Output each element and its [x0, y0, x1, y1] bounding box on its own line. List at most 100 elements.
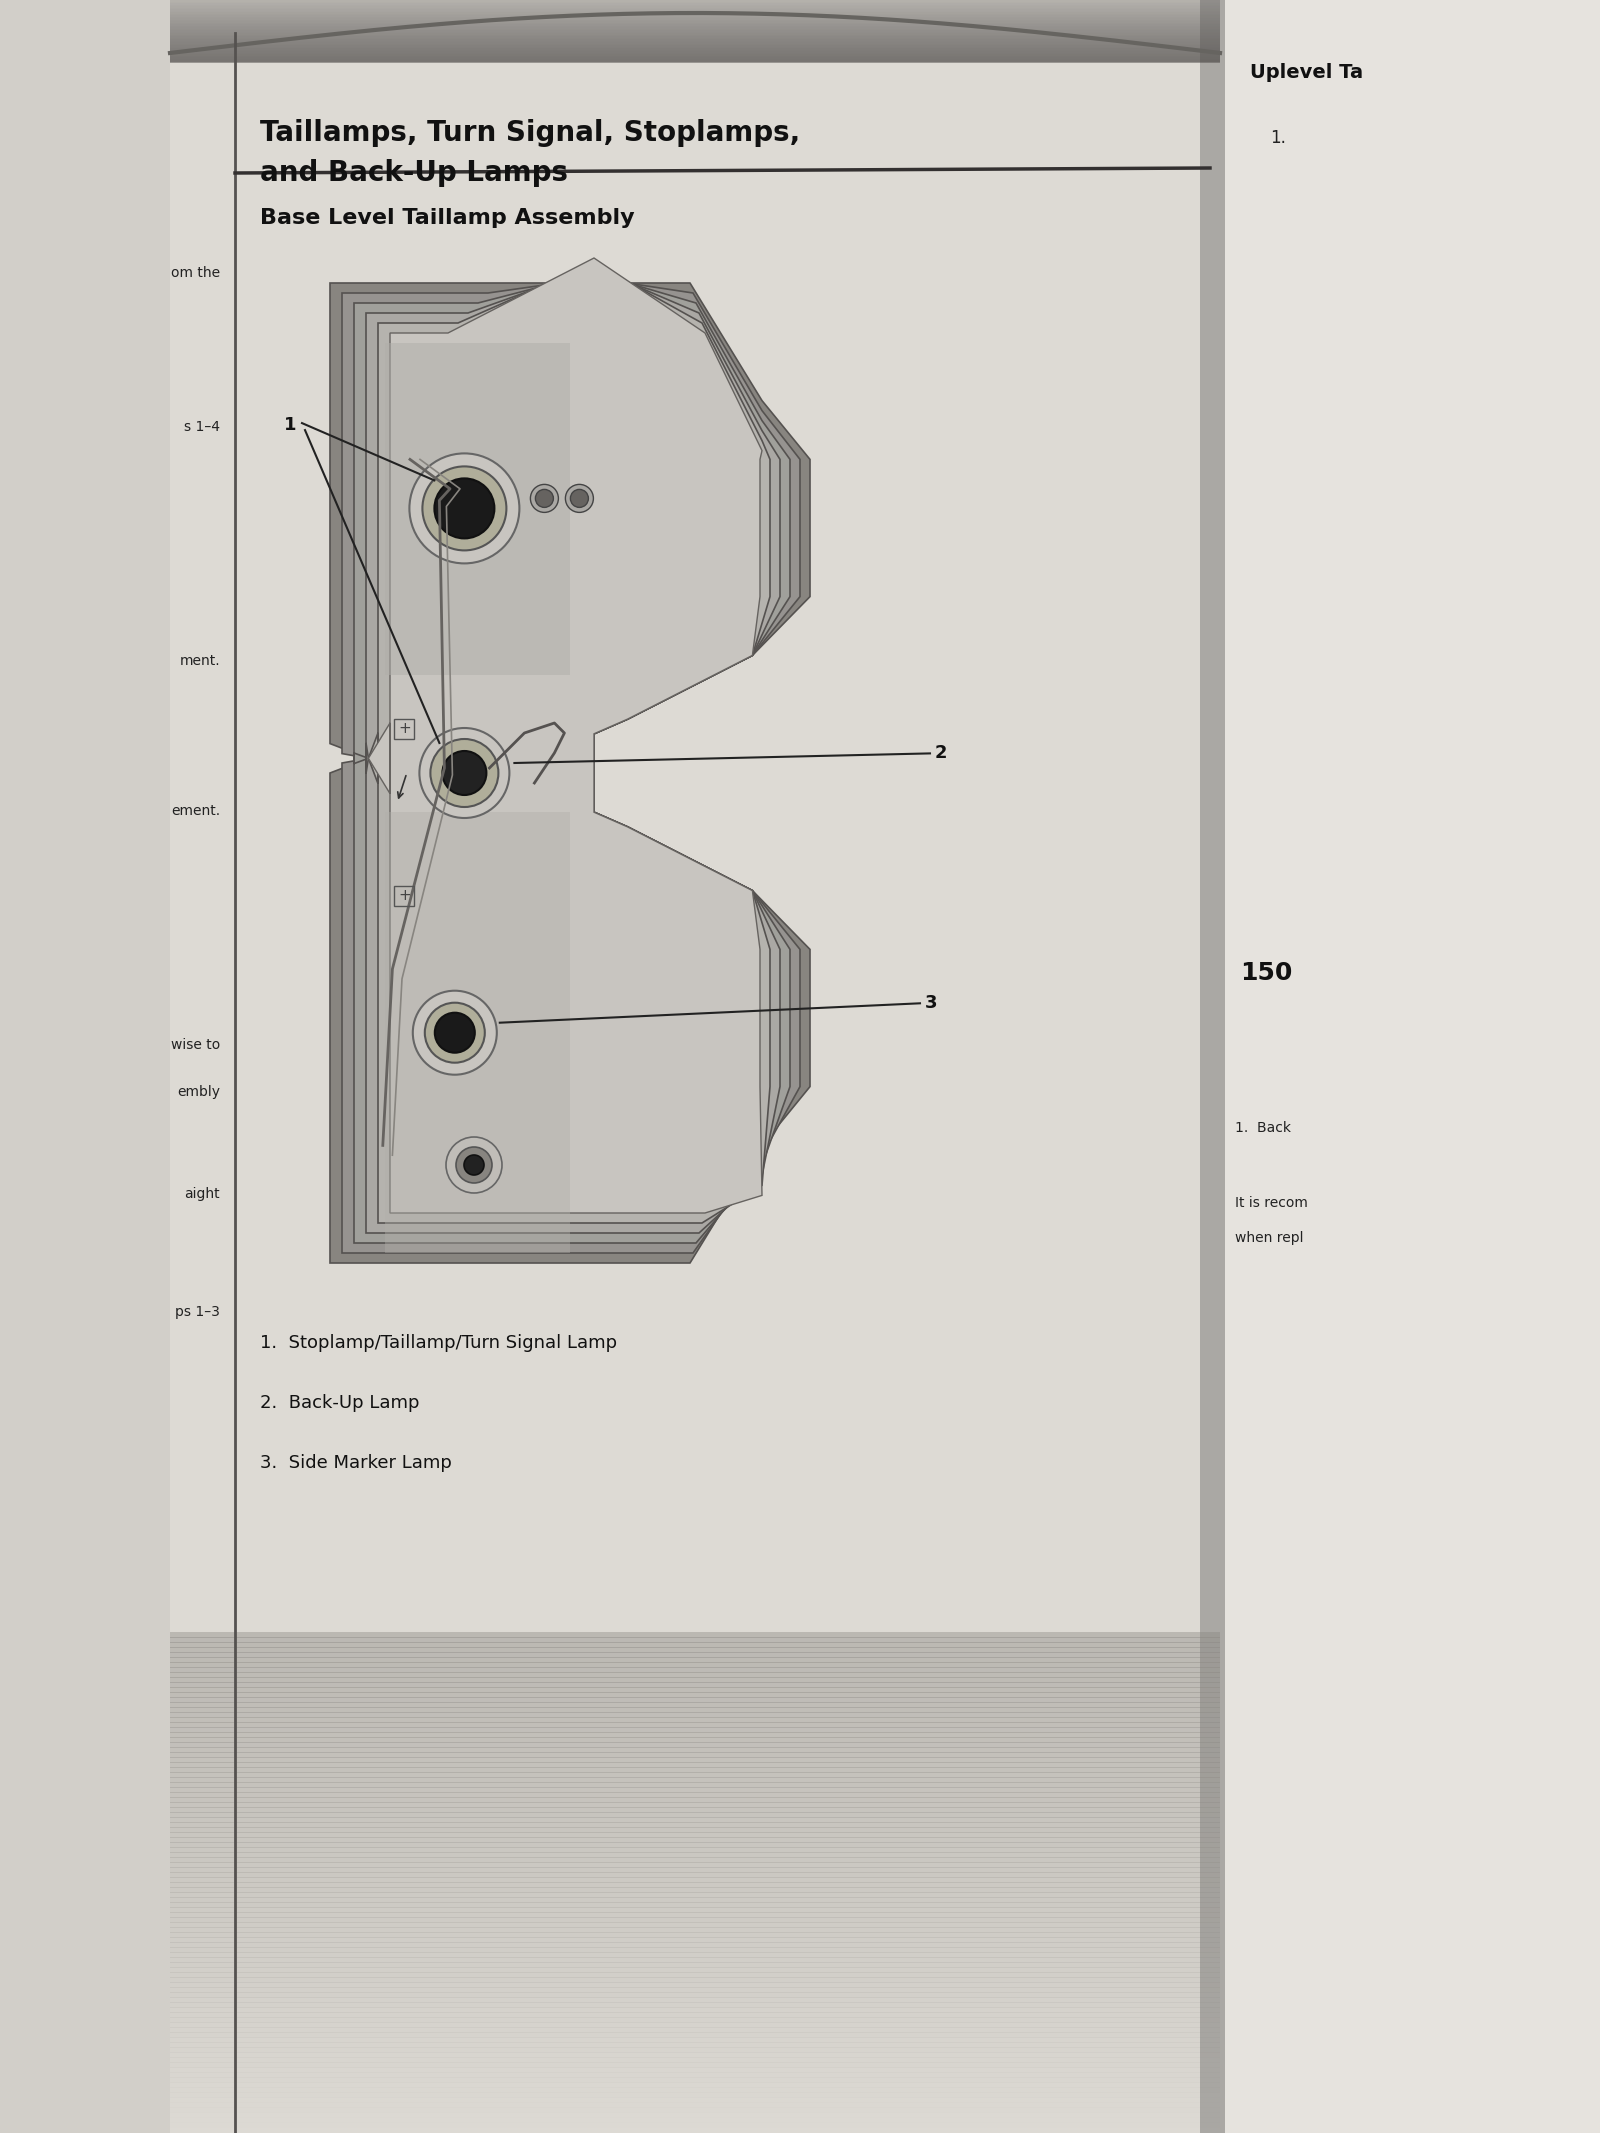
- FancyBboxPatch shape: [170, 45, 1221, 49]
- Circle shape: [456, 1148, 493, 1184]
- FancyBboxPatch shape: [170, 1702, 1221, 1709]
- Text: om the: om the: [171, 267, 221, 279]
- FancyBboxPatch shape: [0, 183, 1600, 2133]
- FancyBboxPatch shape: [170, 1888, 1221, 1892]
- FancyBboxPatch shape: [170, 23, 1221, 26]
- Circle shape: [531, 484, 558, 512]
- FancyBboxPatch shape: [170, 1766, 1221, 1773]
- FancyBboxPatch shape: [170, 1687, 1221, 1694]
- FancyBboxPatch shape: [170, 1802, 1221, 1809]
- Text: Uplevel Ta: Uplevel Ta: [1250, 64, 1363, 83]
- FancyBboxPatch shape: [170, 34, 1221, 38]
- Polygon shape: [368, 258, 762, 1214]
- FancyBboxPatch shape: [170, 1947, 1221, 1954]
- FancyBboxPatch shape: [170, 1781, 1221, 1787]
- Text: and Back-Up Lamps: and Back-Up Lamps: [259, 160, 568, 188]
- Text: 150: 150: [1240, 962, 1293, 985]
- FancyBboxPatch shape: [170, 28, 1221, 30]
- FancyBboxPatch shape: [170, 2022, 1221, 2028]
- FancyBboxPatch shape: [170, 1847, 1221, 1854]
- FancyBboxPatch shape: [170, 2003, 1221, 2007]
- FancyBboxPatch shape: [170, 36, 1221, 38]
- FancyBboxPatch shape: [170, 4, 1221, 9]
- FancyBboxPatch shape: [170, 49, 1221, 51]
- Text: 3: 3: [925, 994, 938, 1013]
- Text: +: +: [398, 721, 411, 736]
- FancyBboxPatch shape: [170, 21, 1221, 23]
- FancyBboxPatch shape: [170, 1657, 1221, 1664]
- FancyBboxPatch shape: [1221, 0, 1600, 2133]
- FancyBboxPatch shape: [170, 2037, 1221, 2043]
- FancyBboxPatch shape: [170, 1736, 1221, 1743]
- Text: It is recom: It is recom: [1235, 1197, 1307, 1209]
- FancyBboxPatch shape: [170, 38, 1221, 43]
- FancyBboxPatch shape: [170, 13, 1221, 15]
- Circle shape: [422, 467, 506, 550]
- FancyBboxPatch shape: [170, 1683, 1221, 1687]
- FancyBboxPatch shape: [170, 1862, 1221, 1869]
- FancyBboxPatch shape: [170, 2, 1221, 4]
- FancyBboxPatch shape: [170, 1877, 1221, 1883]
- FancyBboxPatch shape: [170, 1982, 1221, 1988]
- FancyBboxPatch shape: [1200, 0, 1226, 2133]
- FancyBboxPatch shape: [170, 1758, 1221, 1764]
- FancyBboxPatch shape: [170, 1743, 1221, 1749]
- Text: +: +: [398, 887, 411, 902]
- Text: aight: aight: [184, 1188, 221, 1201]
- Circle shape: [430, 738, 499, 806]
- FancyBboxPatch shape: [170, 26, 1221, 28]
- FancyBboxPatch shape: [170, 11, 1221, 13]
- FancyBboxPatch shape: [170, 1732, 1221, 1738]
- Text: s 1–4: s 1–4: [184, 420, 221, 433]
- FancyBboxPatch shape: [170, 58, 1221, 60]
- FancyBboxPatch shape: [170, 15, 1221, 17]
- FancyBboxPatch shape: [170, 1636, 1221, 1642]
- FancyBboxPatch shape: [170, 2018, 1221, 2022]
- Text: embly: embly: [178, 1086, 221, 1098]
- Polygon shape: [330, 284, 810, 1263]
- FancyBboxPatch shape: [170, 2026, 1221, 2033]
- FancyBboxPatch shape: [170, 1851, 1221, 1858]
- Circle shape: [413, 990, 496, 1075]
- FancyBboxPatch shape: [170, 1796, 1221, 1802]
- FancyBboxPatch shape: [170, 53, 1221, 55]
- FancyBboxPatch shape: [170, 1632, 1221, 1638]
- Polygon shape: [366, 269, 781, 1233]
- FancyBboxPatch shape: [170, 1728, 1221, 1732]
- FancyBboxPatch shape: [170, 1668, 1221, 1672]
- Text: 2: 2: [934, 744, 947, 761]
- FancyBboxPatch shape: [170, 1973, 1221, 1977]
- FancyBboxPatch shape: [170, 1903, 1221, 1909]
- FancyBboxPatch shape: [170, 1881, 1221, 1888]
- Polygon shape: [342, 277, 800, 1252]
- FancyBboxPatch shape: [170, 1642, 1221, 1649]
- FancyBboxPatch shape: [170, 47, 1221, 49]
- FancyBboxPatch shape: [170, 1843, 1221, 1847]
- FancyBboxPatch shape: [170, 1918, 1221, 1924]
- FancyBboxPatch shape: [170, 1922, 1221, 1928]
- Text: wise to: wise to: [171, 1039, 221, 1052]
- Circle shape: [464, 1154, 483, 1175]
- FancyBboxPatch shape: [170, 41, 1221, 43]
- Text: ement.: ement.: [171, 804, 221, 817]
- FancyBboxPatch shape: [170, 1866, 1221, 1873]
- Text: 2.  Back-Up Lamp: 2. Back-Up Lamp: [259, 1395, 419, 1412]
- FancyBboxPatch shape: [170, 1706, 1221, 1713]
- Text: 1.  Back: 1. Back: [1235, 1122, 1291, 1135]
- Text: 3.  Side Marker Lamp: 3. Side Marker Lamp: [259, 1455, 451, 1472]
- FancyBboxPatch shape: [170, 1817, 1221, 1824]
- FancyBboxPatch shape: [170, 1962, 1221, 1969]
- FancyBboxPatch shape: [170, 17, 1221, 21]
- FancyBboxPatch shape: [170, 1937, 1221, 1943]
- FancyBboxPatch shape: [170, 2048, 1221, 2052]
- FancyBboxPatch shape: [170, 43, 1221, 47]
- FancyBboxPatch shape: [170, 2052, 1221, 2058]
- FancyBboxPatch shape: [170, 28, 1221, 32]
- FancyBboxPatch shape: [170, 1941, 1221, 1947]
- FancyBboxPatch shape: [170, 0, 1221, 2133]
- FancyBboxPatch shape: [170, 1896, 1221, 1903]
- FancyBboxPatch shape: [170, 1677, 1221, 1683]
- FancyBboxPatch shape: [170, 1792, 1221, 1798]
- FancyBboxPatch shape: [170, 1698, 1221, 1702]
- FancyBboxPatch shape: [170, 23, 1221, 28]
